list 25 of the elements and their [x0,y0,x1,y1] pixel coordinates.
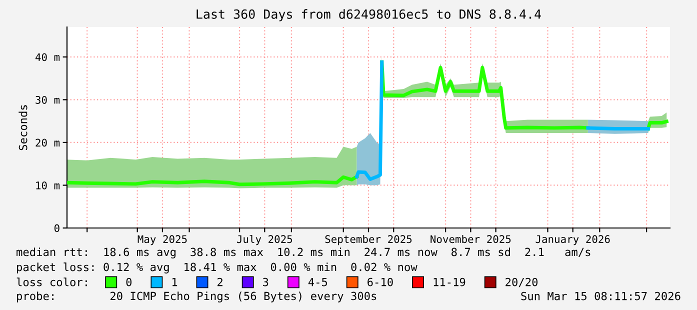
legend-label: 6-10 [368,278,393,286]
x-tick-label: May 2025 [138,235,187,246]
text: median rtt: 18.6 ms avg 38.8 ms max 10.2 ms min 24.7 ms now 8.7 ms sd 2.1 am/s [16,248,590,258]
legend-label: 0 [126,278,132,286]
legend-label: 11-19 [434,278,466,286]
legend-label: 4-5 [308,278,328,286]
text: packet loss: 0.12 % avg 18.41 % max 0.00 % min 0.02 % now [17,262,418,274]
x-tick-label: January 2026 [536,235,610,246]
text: probe: 20 ICMP Echo Pings (56 Bytes) every 300s [17,292,376,302]
text: Sun Mar 15 08:11:57 2026 [521,292,680,300]
legend-label: 2 [218,278,222,286]
legend-label: 3 [263,278,268,286]
x-tick-label: November 2025 [430,235,511,244]
y-tick-label: 20 m [36,138,60,147]
x-tick-label: September 2025 [325,235,412,246]
y-tick-label: 0 [54,224,60,232]
legend-label: 1 [172,278,178,286]
legend-title: loss color: [16,278,87,286]
y-tick-label: 40 m [35,53,60,62]
y-tick-label: 10 m [36,181,60,190]
legend-label: 20/20 [506,278,538,288]
x-tick-label: July 2025 [236,234,292,246]
y-axis-title: Seconds [18,105,28,150]
y-tick-label: 30 m [36,96,60,104]
chart-title: Last 360 Days from d62498016ec5 to DNS 8.8.4.4 [196,9,541,22]
